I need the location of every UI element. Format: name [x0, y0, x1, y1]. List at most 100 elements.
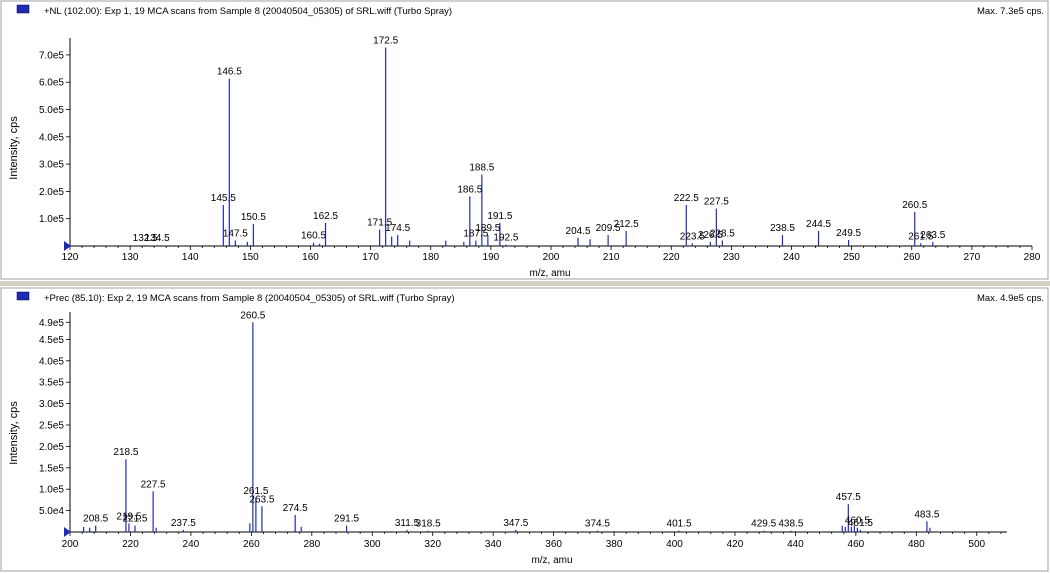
panel-divider	[0, 281, 1050, 286]
panel-header: +Prec (85.10): Exp 2, 19 MCA scans from …	[44, 293, 455, 304]
peak-label: 460.5	[845, 516, 870, 527]
axes: 200 220 240 260 280 300 320 340 360 380 400 420 440 4…	[39, 312, 1007, 550]
y-tick-label: 5.0e4	[39, 506, 64, 517]
peak-label: 223.5	[680, 231, 705, 242]
peak-label: 347.5	[503, 518, 528, 529]
peak-label: 263.5	[920, 230, 945, 241]
x-tick-label: 170	[362, 252, 379, 263]
peak-label: 132.5	[133, 233, 158, 244]
peak-label: 237.5	[171, 518, 196, 529]
x-tick-label: 250	[843, 252, 860, 263]
peak-label: 187.5	[463, 229, 488, 240]
peak-label: 150.5	[241, 212, 266, 223]
x-tick-label: 200	[543, 252, 560, 263]
peak-label: 457.5	[836, 492, 861, 503]
peak-label: 244.5	[806, 219, 831, 230]
peak-label: 401.5	[667, 519, 692, 530]
peak-label: 261.5	[243, 486, 268, 497]
legend-color-icon	[16, 4, 30, 14]
spectrum-panel-nl[interactable]: +NL (102.00): Exp 1, 19 MCA scans from S…	[0, 0, 1049, 280]
peak-label: 192.5	[493, 233, 518, 244]
peak-label: 461.5	[848, 518, 873, 529]
peak-label: 260.5	[902, 200, 927, 211]
panel-header: +NL (102.00): Exp 1, 19 MCA scans from S…	[44, 6, 452, 17]
peak-label: 429.5	[751, 519, 776, 530]
x-tick-label: 360	[545, 539, 562, 550]
peak-label: 227.5	[704, 197, 729, 208]
peak-label: 160.5	[301, 231, 326, 242]
y-tick-label: 5.0e5	[39, 105, 64, 116]
x-tick-label: 500	[968, 539, 985, 550]
x-tick-label: 180	[422, 252, 439, 263]
x-tick-label: 230	[723, 252, 740, 263]
x-tick-label: 150	[242, 252, 259, 263]
x-tick-label: 480	[908, 539, 925, 550]
peak-label: 191.5	[487, 211, 512, 222]
max-intensity: Max. 7.3e5 cps.	[977, 6, 1044, 17]
x-tick-label: 140	[182, 252, 199, 263]
x-tick-label: 260	[243, 539, 260, 550]
panel-frame	[0, 0, 1049, 280]
peak-label: 374.5	[585, 519, 610, 530]
y-tick-label: 7.0e5	[39, 50, 64, 61]
peaks	[83, 322, 931, 532]
peak-label: 186.5	[457, 184, 482, 195]
peak-label: 291.5	[334, 514, 359, 525]
threshold-marker-icon[interactable]	[64, 241, 71, 251]
spectrum-panel-prec[interactable]: +Prec (85.10): Exp 2, 19 MCA scans from …	[0, 287, 1049, 572]
x-tick-label: 220	[663, 252, 680, 263]
peak-label: 219.5	[116, 511, 141, 522]
x-tick-label: 280	[1024, 252, 1041, 263]
x-tick-label: 160	[302, 252, 319, 263]
peak-label: 146.5	[217, 67, 242, 78]
x-axis-title: m/z, amu	[529, 268, 570, 279]
x-tick-label: 280	[303, 539, 320, 550]
y-tick-label: 6.0e5	[39, 78, 64, 89]
y-tick-label: 2.0e5	[39, 187, 64, 198]
x-tick-label: 380	[606, 539, 623, 550]
y-axis-title: Intensity, cps	[8, 116, 20, 180]
peak-label: 226.5	[698, 230, 723, 241]
y-tick-label: 3.0e5	[39, 160, 64, 171]
x-tick-label: 260	[903, 252, 920, 263]
x-tick-label: 300	[364, 539, 381, 550]
x-tick-label: 220	[122, 539, 139, 550]
threshold-marker-icon[interactable]	[64, 527, 71, 537]
peak-label: 263.5	[249, 494, 274, 505]
peak-label: 212.5	[614, 219, 639, 230]
peak-label: 134.5	[145, 233, 170, 244]
x-tick-label: 200	[62, 539, 79, 550]
y-tick-label: 2.5e5	[39, 421, 64, 432]
x-tick-label: 440	[787, 539, 804, 550]
peak-label: 189.5	[475, 223, 500, 234]
peak-label: 228.5	[710, 229, 735, 240]
y-tick-label: 1.0e5	[39, 214, 64, 225]
peak-label: 227.5	[141, 479, 166, 490]
peak-label: 174.5	[385, 223, 410, 234]
y-tick-label: 3.0e5	[39, 399, 64, 410]
max-intensity: Max. 4.9e5 cps.	[977, 293, 1044, 304]
peak-label: 260.5	[240, 310, 265, 321]
peak-label: 171.5	[367, 218, 392, 229]
x-tick-label: 240	[783, 252, 800, 263]
x-tick-label: 340	[485, 539, 502, 550]
peak-label: 162.5	[313, 211, 338, 222]
x-tick-label: 130	[122, 252, 139, 263]
y-tick-label: 4.0e5	[39, 132, 64, 143]
legend-color-icon	[16, 291, 30, 301]
peak-label: 318.5	[416, 519, 441, 530]
x-tick-label: 210	[603, 252, 620, 263]
y-tick-label: 1.0e5	[39, 485, 64, 496]
peak-label: 145.5	[211, 193, 236, 204]
peak-label: 209.5	[596, 223, 621, 234]
x-tick-label: 120	[62, 252, 79, 263]
x-tick-label: 240	[183, 539, 200, 550]
x-axis-title: m/z, amu	[531, 555, 572, 566]
peak-label: 204.5	[566, 226, 591, 237]
x-tick-label: 320	[424, 539, 441, 550]
y-tick-label: 1.5e5	[39, 463, 64, 474]
peak-label: 222.5	[674, 193, 699, 204]
